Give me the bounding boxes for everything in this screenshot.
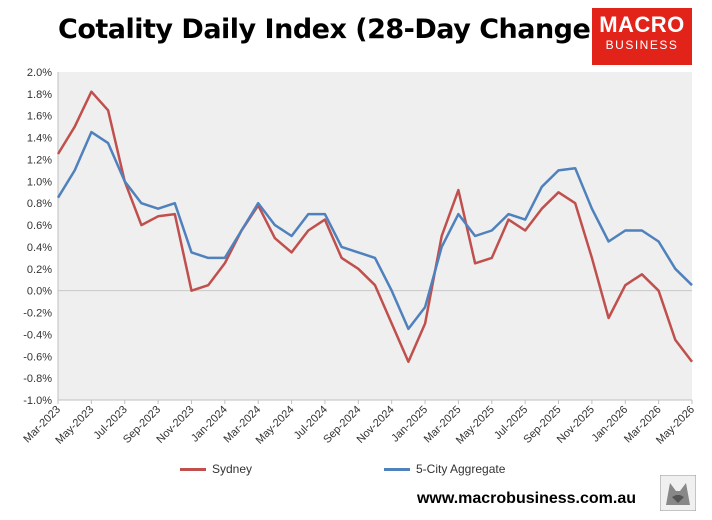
logo-line1: MACRO [599, 12, 685, 37]
y-tick-label: 0.4% [27, 242, 52, 254]
line-chart: 2.0% 1.8% 1.6% 1.4% 1.2% 1.0% 0.8% 0.6% 0.4% 0.2%… [21, 67, 697, 447]
legend-item-sydney: Sydney [180, 462, 252, 476]
y-tick-label: 1.4% [27, 133, 52, 145]
plot-area [58, 72, 692, 400]
y-tick-label: -0.8% [23, 373, 52, 385]
footer-url: www.macrobusiness.com.au [416, 490, 636, 507]
chart-title: Cotality Daily Index (28-Day Change) [58, 14, 603, 45]
y-tick-label: 1.0% [27, 176, 52, 188]
y-tick-label: 0.8% [27, 198, 52, 210]
y-tick-label: 1.6% [27, 111, 52, 123]
legend-item-5-city: 5-City Aggregate [384, 462, 505, 476]
y-tick-label: -0.2% [23, 308, 52, 320]
y-tick-label: 0.2% [27, 264, 52, 276]
legend-swatch-sydney [180, 467, 206, 471]
y-tick-label: 2.0% [27, 67, 52, 79]
legend-label-5-city: 5-City Aggregate [416, 462, 506, 476]
macrobusiness-logo: MACRO BUSINESS [592, 8, 692, 65]
y-tick-label: -1.0% [23, 395, 52, 407]
y-tick-label: 0.6% [27, 220, 52, 232]
logo-line2: BUSINESS [605, 38, 679, 52]
y-tick-label: 0.0% [27, 286, 52, 298]
y-tick-label: -0.6% [23, 351, 52, 363]
series-line-5-city-aggregate [56, 130, 693, 331]
wolf-logo-icon [660, 475, 696, 511]
legend-swatch-5-city [384, 467, 410, 471]
series-line-sydney [56, 90, 693, 363]
y-tick-label: 1.2% [27, 154, 52, 166]
y-tick-label: -0.4% [23, 329, 52, 341]
y-tick-label: 1.8% [27, 89, 52, 101]
legend-label-sydney: Sydney [212, 462, 253, 476]
